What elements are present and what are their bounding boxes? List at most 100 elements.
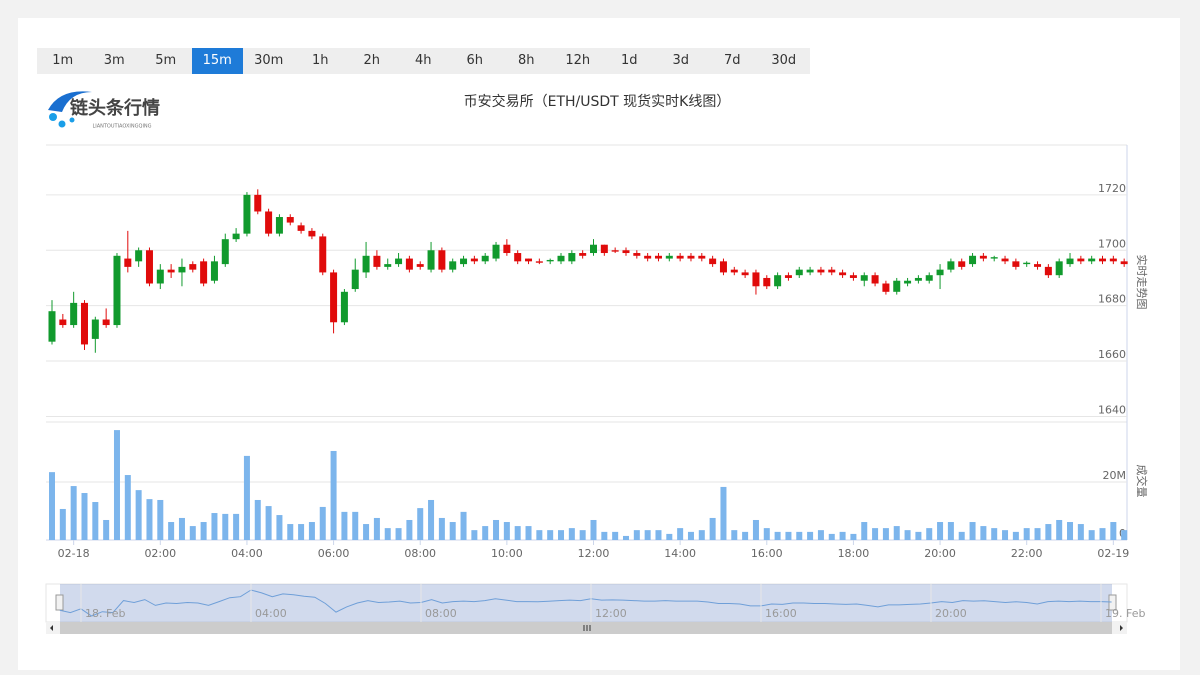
volume-bar	[200, 522, 207, 540]
volume-bar	[92, 502, 99, 540]
interval-button[interactable]: 7d	[723, 53, 741, 68]
interval-button[interactable]: 30d	[771, 53, 797, 68]
navigator-handle[interactable]	[1108, 594, 1117, 611]
interval-button[interactable]: 2h	[363, 53, 380, 68]
logo-dot	[49, 113, 57, 121]
interval-button[interactable]: 3m	[103, 53, 125, 68]
volume-bar	[373, 517, 380, 540]
volume-bar	[211, 513, 218, 540]
candle-body	[232, 233, 240, 240]
volume-bar	[449, 522, 456, 540]
logo-swoosh	[48, 91, 92, 112]
interval-button[interactable]: 30m	[254, 53, 284, 68]
y-tick-label: 1680	[1098, 293, 1126, 306]
candle-body	[189, 264, 197, 270]
volume-bar	[622, 535, 629, 540]
scrollbar-thumb[interactable]	[60, 622, 1112, 634]
navigator-label: 08:00	[425, 607, 457, 620]
interval-button[interactable]: 15m	[191, 48, 243, 74]
candle-body	[1055, 261, 1063, 276]
volume-bar	[612, 531, 619, 540]
volume-bar	[330, 450, 337, 540]
interval-button[interactable]: 1h	[311, 53, 329, 68]
interval-button[interactable]: 1m	[52, 53, 74, 68]
candle-body	[784, 275, 792, 278]
candle-body	[654, 255, 662, 259]
candle-body	[1023, 262, 1031, 265]
volume-bar	[1012, 531, 1019, 540]
candle-body	[849, 275, 857, 278]
volume-bar	[763, 528, 770, 540]
logo-sub: LIANTOUTIAOXINGQING	[92, 124, 151, 130]
interval-button[interactable]: 5m	[155, 53, 177, 68]
candle-body	[904, 280, 912, 284]
candle-body	[449, 261, 457, 270]
volume-bar	[720, 486, 727, 540]
volume-bar	[980, 526, 987, 540]
volume-bar	[460, 511, 467, 540]
candle-body	[427, 250, 435, 270]
candle-body	[297, 225, 305, 231]
volume-bar	[850, 533, 857, 540]
candle-body	[741, 272, 749, 276]
candle-body	[719, 261, 727, 273]
navigator-label: 16:00	[765, 607, 797, 620]
candle-body	[514, 253, 522, 262]
x-tick-label: 14:00	[664, 547, 696, 560]
candle-body	[221, 239, 229, 265]
candle-body	[59, 319, 67, 326]
volume-bar	[666, 533, 673, 540]
volume-bar	[1034, 528, 1041, 540]
candle-body	[1034, 264, 1042, 267]
interval-button[interactable]: 3d	[672, 53, 690, 68]
candle-body	[969, 255, 977, 265]
volume-bar	[428, 499, 435, 540]
candle-body	[1044, 266, 1052, 276]
logo-dot	[69, 117, 75, 123]
volume-bar	[861, 522, 868, 540]
interval-button[interactable]: 6h	[466, 53, 483, 68]
navigator-mask[interactable]	[60, 584, 1112, 622]
candle-body	[979, 255, 987, 259]
volume-bar	[991, 528, 998, 540]
volume-bar	[146, 499, 153, 540]
panel	[18, 18, 1180, 670]
volume-bar	[438, 517, 445, 540]
volume-bar	[839, 531, 846, 540]
interval-button[interactable]: 8h	[517, 53, 535, 68]
candle-body	[1012, 261, 1020, 267]
interval-button[interactable]: 1d	[620, 53, 638, 68]
volume-bar	[1067, 522, 1074, 540]
candle-body	[156, 269, 164, 284]
volume-bar	[677, 528, 684, 540]
volume-bar	[298, 524, 305, 540]
volume-bar	[969, 522, 976, 540]
volume-bar	[742, 531, 749, 540]
volume-bar	[406, 519, 413, 540]
volume-bar	[81, 493, 88, 540]
volume-bar	[103, 519, 110, 540]
y-tick-label: 1720	[1098, 182, 1126, 195]
candle-body	[546, 259, 554, 262]
candle-body	[687, 255, 695, 259]
interval-toolbar: 1m 3m 5m 15m 30m 1h 2h 4h 6h 8h 12h 1d 3d 7d 30d	[37, 48, 810, 74]
candle-body	[958, 261, 966, 267]
x-tick-label: 04:00	[231, 547, 263, 560]
volume-bar	[1023, 528, 1030, 540]
volume-bar	[915, 531, 922, 540]
candle-body	[611, 250, 619, 252]
x-tick-label: 10:00	[491, 547, 523, 560]
candle-body	[893, 280, 901, 292]
volume-bar	[558, 530, 565, 540]
candle-body	[1066, 258, 1074, 265]
candle-body	[167, 269, 175, 273]
volume-bar	[70, 486, 77, 540]
navigator-handle[interactable]	[55, 594, 64, 611]
candle-body	[698, 255, 706, 259]
candle-body	[481, 255, 489, 262]
interval-button[interactable]: 4h	[414, 53, 432, 68]
volume-bar	[482, 526, 489, 540]
interval-button[interactable]: 12h	[565, 53, 591, 68]
candle-body	[806, 269, 814, 273]
candle-body	[709, 258, 717, 265]
